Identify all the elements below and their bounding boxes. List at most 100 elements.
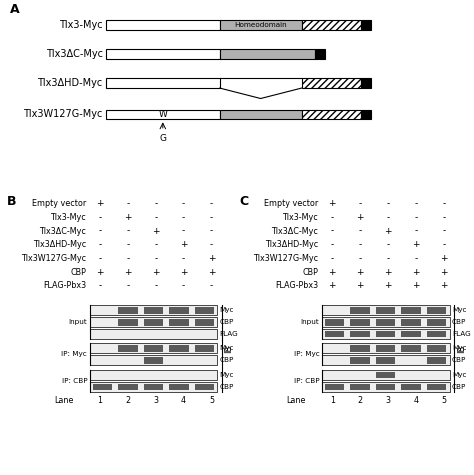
Text: -: - <box>154 240 157 249</box>
Text: FLAG: FLAG <box>452 331 471 337</box>
Text: -: - <box>126 227 129 236</box>
Text: FLAG-Pbx3: FLAG-Pbx3 <box>275 281 319 290</box>
Text: Myc: Myc <box>219 345 234 352</box>
Bar <box>427 331 447 337</box>
Bar <box>427 357 447 364</box>
Bar <box>376 319 395 325</box>
Text: -: - <box>358 254 362 263</box>
Text: -: - <box>182 281 185 290</box>
Bar <box>169 307 189 314</box>
Text: 5: 5 <box>209 396 214 405</box>
Text: +: + <box>208 267 215 276</box>
Text: +: + <box>412 267 419 276</box>
Text: -: - <box>182 227 185 236</box>
Text: CBP: CBP <box>452 384 466 390</box>
Text: -: - <box>210 281 213 290</box>
Text: +: + <box>152 267 159 276</box>
Bar <box>350 319 370 325</box>
Text: Myc: Myc <box>452 345 466 352</box>
Text: Tlx3W127G-Myc: Tlx3W127G-Myc <box>21 254 86 263</box>
Bar <box>92 384 112 390</box>
Bar <box>118 319 137 325</box>
Bar <box>195 307 214 314</box>
Bar <box>106 20 220 30</box>
Bar <box>325 384 344 390</box>
Text: Tlx3ΔC-Myc: Tlx3ΔC-Myc <box>272 227 319 236</box>
Text: +: + <box>180 240 187 249</box>
Bar <box>350 357 370 364</box>
Text: IP: CBP: IP: CBP <box>294 378 319 384</box>
Bar <box>90 317 217 327</box>
Text: Input: Input <box>68 319 87 325</box>
Text: +: + <box>328 281 336 290</box>
Bar <box>325 319 344 325</box>
Text: -: - <box>126 254 129 263</box>
Bar <box>376 307 395 314</box>
Bar <box>322 305 449 315</box>
Bar <box>427 384 447 390</box>
Text: W: W <box>158 110 167 119</box>
Text: +: + <box>356 213 364 222</box>
Bar <box>361 20 371 30</box>
Bar <box>322 329 449 339</box>
Text: Myc: Myc <box>219 307 234 313</box>
Text: 1: 1 <box>330 396 335 405</box>
Text: +: + <box>356 267 364 276</box>
Text: IB: IB <box>456 344 465 352</box>
Bar <box>322 343 449 353</box>
Text: -: - <box>414 254 418 263</box>
Bar <box>144 357 163 364</box>
Bar <box>90 305 217 315</box>
Text: -: - <box>210 240 213 249</box>
Text: Myc: Myc <box>219 372 234 378</box>
Text: +: + <box>96 199 104 208</box>
Bar <box>90 329 217 339</box>
Text: -: - <box>386 254 390 263</box>
Bar <box>220 110 301 119</box>
Text: -: - <box>210 213 213 222</box>
Text: Lane: Lane <box>286 396 306 405</box>
Text: Empty vector: Empty vector <box>264 199 319 208</box>
Text: +: + <box>384 267 392 276</box>
Text: Tlx3W127G-Myc: Tlx3W127G-Myc <box>23 109 103 120</box>
Bar <box>106 49 220 58</box>
Bar <box>361 78 371 88</box>
Text: Tlx3ΔHD-Myc: Tlx3ΔHD-Myc <box>265 240 319 249</box>
Text: +: + <box>356 281 364 290</box>
Text: -: - <box>98 213 101 222</box>
Bar <box>401 307 421 314</box>
Text: +: + <box>124 267 132 276</box>
Text: 2: 2 <box>357 396 363 405</box>
Bar <box>144 319 163 325</box>
Bar <box>401 345 421 352</box>
Text: -: - <box>126 281 129 290</box>
Bar <box>361 110 371 119</box>
Bar <box>350 384 370 390</box>
Text: 3: 3 <box>153 396 158 405</box>
Text: +: + <box>208 254 215 263</box>
Text: 5: 5 <box>441 396 447 405</box>
Text: Tlx3ΔC-Myc: Tlx3ΔC-Myc <box>46 48 103 59</box>
Text: Tlx3W127G-Myc: Tlx3W127G-Myc <box>253 254 319 263</box>
Text: -: - <box>126 240 129 249</box>
Text: -: - <box>210 227 213 236</box>
Text: +: + <box>124 213 132 222</box>
Text: Tlx3ΔHD-Myc: Tlx3ΔHD-Myc <box>37 78 103 88</box>
Bar <box>322 317 449 327</box>
Text: 4: 4 <box>413 396 419 405</box>
Bar <box>376 357 395 364</box>
Text: -: - <box>442 199 446 208</box>
Text: CBP: CBP <box>452 319 466 325</box>
Text: 3: 3 <box>385 396 391 405</box>
Text: Homeodomain: Homeodomain <box>234 22 287 28</box>
Bar <box>322 370 449 380</box>
Text: -: - <box>358 240 362 249</box>
Text: Empty vector: Empty vector <box>32 199 86 208</box>
Text: +: + <box>328 199 336 208</box>
Text: IB: IB <box>224 344 233 352</box>
Bar <box>322 382 449 392</box>
Text: -: - <box>414 213 418 222</box>
Text: +: + <box>440 267 447 276</box>
Text: +: + <box>440 281 447 290</box>
Bar <box>376 331 395 337</box>
